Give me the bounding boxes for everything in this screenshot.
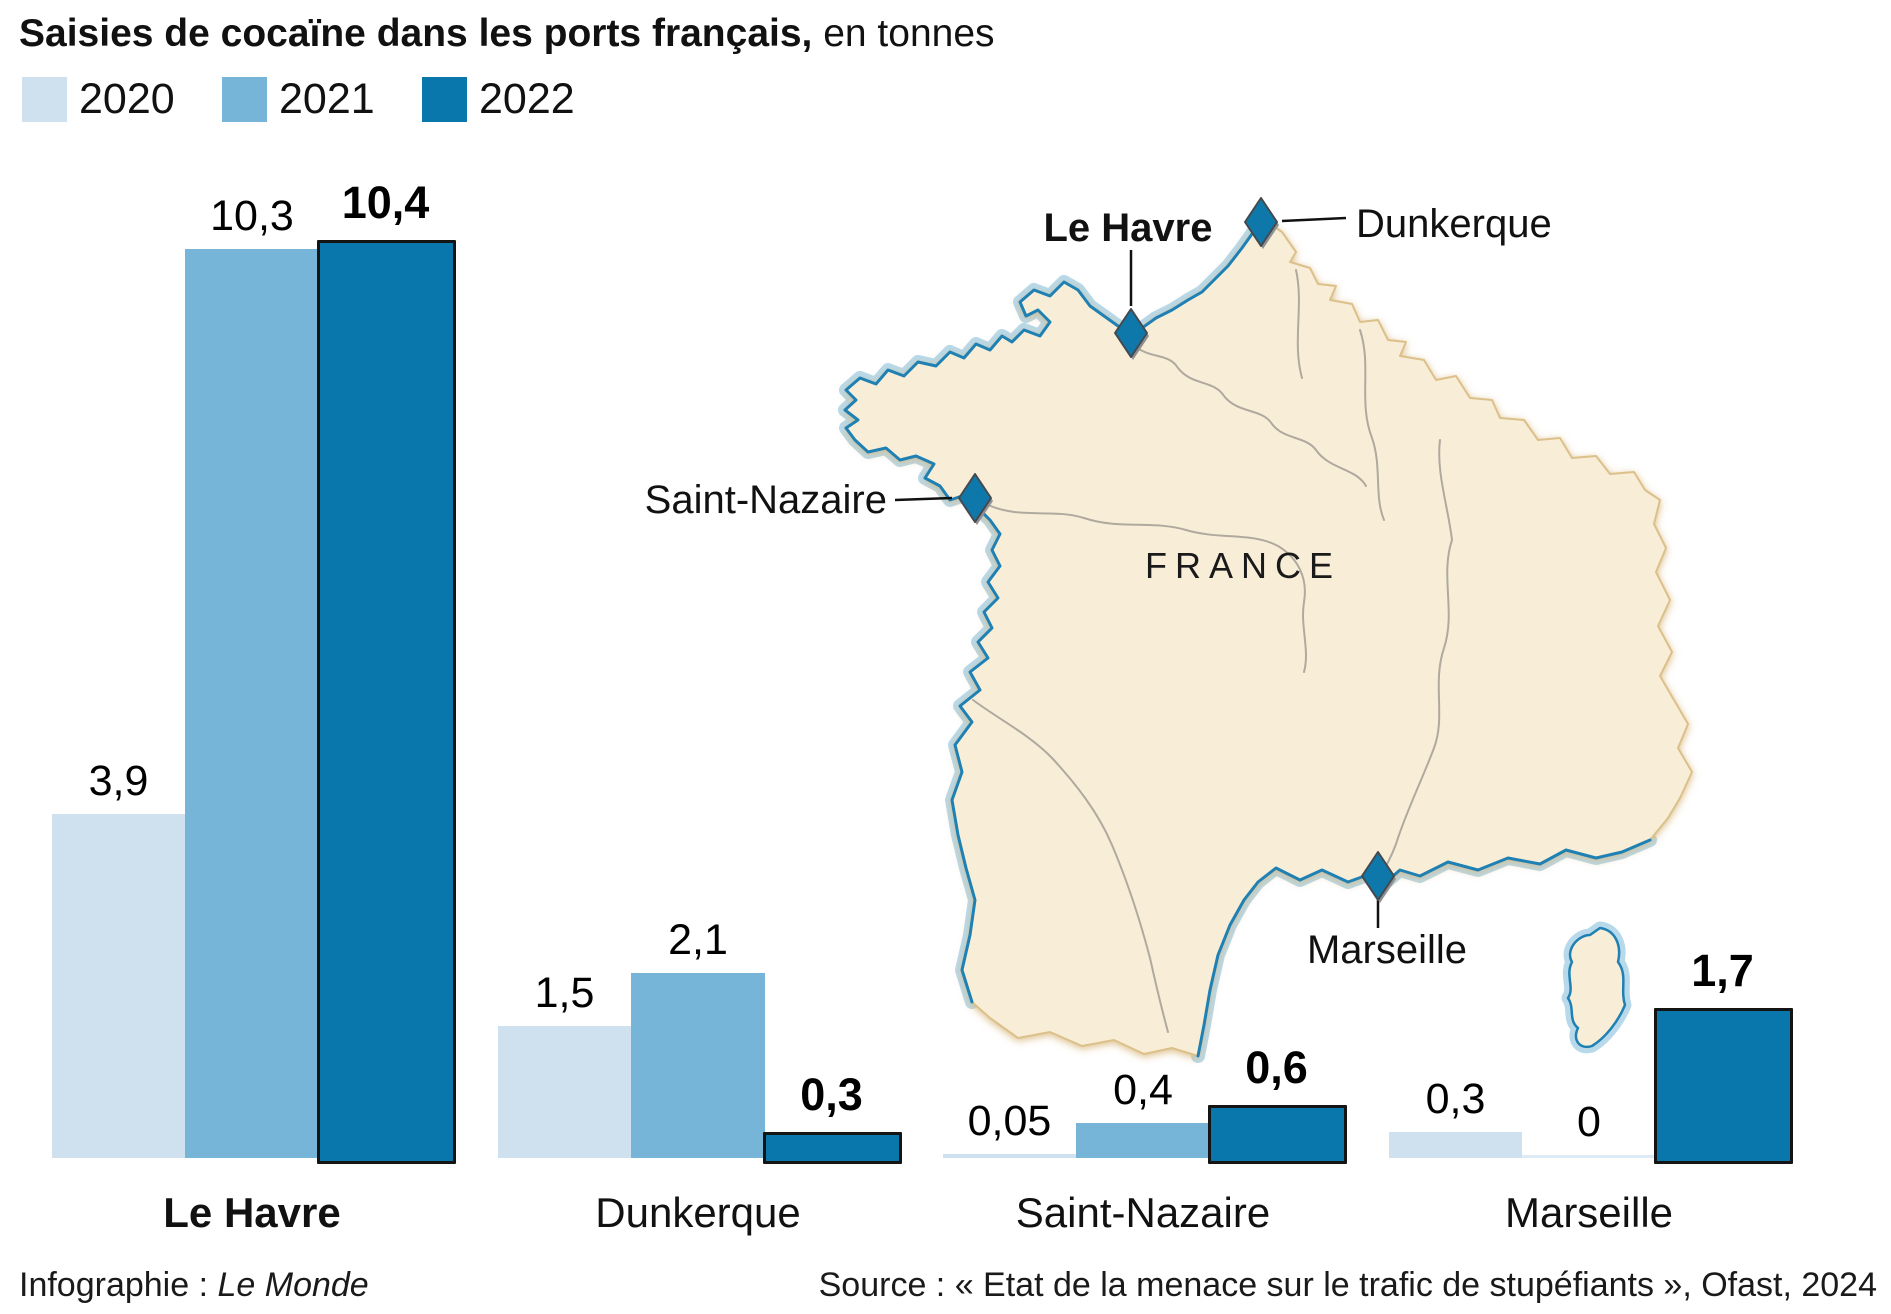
credit-prefix: Infographie : xyxy=(19,1266,218,1304)
marker-dunkerque xyxy=(1244,197,1278,247)
value-label-2022-marseille: 1,7 xyxy=(1691,945,1754,996)
map-label-marseille: Marseille xyxy=(1307,928,1467,972)
bar-2021-saint-nazaire xyxy=(1076,1123,1210,1158)
bar-2022-marseille xyxy=(1654,1008,1793,1164)
marker-le-havre xyxy=(1114,308,1148,358)
value-label-2021-marseille: 0 xyxy=(1577,1098,1601,1146)
bar-2020-marseille xyxy=(1389,1132,1522,1158)
value-label-2020-le-havre: 3,9 xyxy=(88,757,149,805)
value-label-2020-saint-nazaire: 0,05 xyxy=(967,1097,1052,1145)
bar-2022-dunkerque xyxy=(763,1132,902,1164)
leader-lines xyxy=(894,216,1380,928)
value-label-2021-le-havre: 10,3 xyxy=(210,192,294,240)
title-unit: en tonnes xyxy=(812,12,995,55)
value-label-2020-dunkerque: 1,5 xyxy=(534,969,595,1017)
coast-line-atlantic xyxy=(843,216,1264,1004)
bar-2020-dunkerque xyxy=(498,1026,631,1158)
source-line: Source : « Etat de la menace sur le traf… xyxy=(818,1266,1877,1304)
marker-marseille xyxy=(1361,851,1395,901)
bar-2022-le-havre xyxy=(317,240,456,1164)
axis-label-marseille: Marseille xyxy=(1504,1189,1674,1236)
legend-item-2022: 2022 xyxy=(422,74,575,124)
value-label-2020-marseille: 0,3 xyxy=(1425,1075,1486,1123)
axis-label-le-havre: Le Havre xyxy=(163,1189,341,1236)
legend-swatch-2021 xyxy=(222,76,267,122)
legend-swatch-2022 xyxy=(422,76,467,122)
value-label-2022-le-havre: 10,4 xyxy=(341,177,430,228)
bar-2021-dunkerque xyxy=(631,973,765,1158)
marker-saint-nazaire xyxy=(958,473,992,523)
bar-2020-le-havre xyxy=(52,814,185,1158)
legend-label-2020: 2020 xyxy=(79,74,175,123)
rivers xyxy=(972,269,1453,1033)
map-label-dunkerque: Dunkerque xyxy=(1356,202,1552,246)
value-label-2022-dunkerque: 0,3 xyxy=(800,1069,863,1120)
value-label-2021-saint-nazaire: 0,4 xyxy=(1113,1066,1173,1114)
corsica-island xyxy=(1561,921,1632,1054)
credit-name: Le Monde xyxy=(217,1266,369,1304)
legend-label-2022: 2022 xyxy=(479,74,575,123)
port-markers xyxy=(958,197,1396,903)
legend-label-2021: 2021 xyxy=(279,74,375,123)
bar-2020-saint-nazaire xyxy=(943,1154,1076,1158)
france-map: Le Havre Dunkerque Saint-Nazaire Marseil… xyxy=(645,197,1693,1063)
credit-line: Infographie : Le Monde xyxy=(19,1266,369,1305)
map-label-le-havre: Le Havre xyxy=(1044,206,1213,250)
title-main: Saisies de cocaïne dans les ports frança… xyxy=(19,12,813,55)
value-label-2021-dunkerque: 2,1 xyxy=(668,916,728,964)
legend-swatch-2020 xyxy=(22,76,67,122)
value-label-2022-saint-nazaire: 0,6 xyxy=(1245,1042,1308,1093)
legend-item-2021: 2021 xyxy=(222,74,375,124)
map-label-saint-nazaire: Saint-Nazaire xyxy=(645,478,887,522)
page-title: Saisies de cocaïne dans les ports frança… xyxy=(19,12,995,57)
bar-2021-marseille xyxy=(1522,1155,1656,1158)
axis-label-saint-nazaire: Saint-Nazaire xyxy=(1015,1189,1271,1236)
bar-2021-le-havre xyxy=(185,249,319,1158)
legend-item-2020: 2020 xyxy=(22,74,175,124)
axis-label-dunkerque: Dunkerque xyxy=(595,1189,801,1236)
bar-2022-saint-nazaire xyxy=(1208,1105,1347,1164)
map-label-france: FRANCE xyxy=(1145,545,1341,586)
